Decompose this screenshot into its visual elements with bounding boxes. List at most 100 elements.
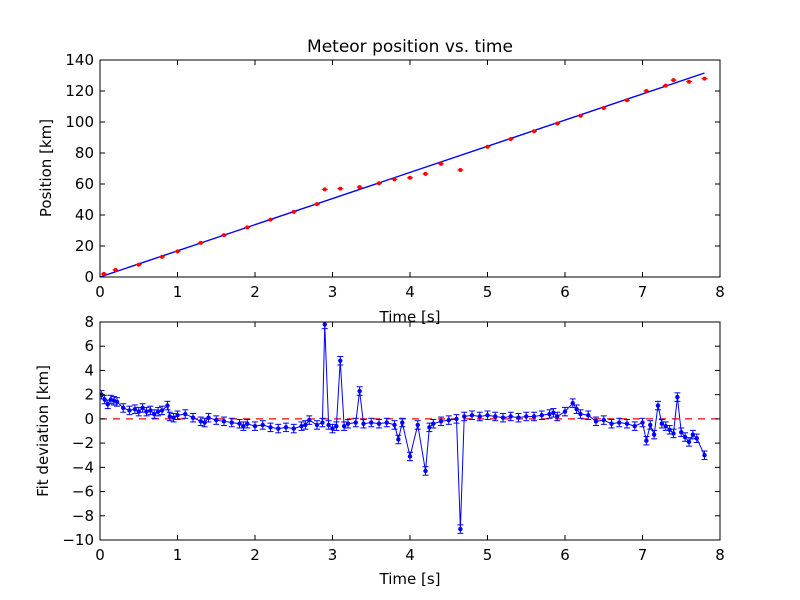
deviation-point — [174, 410, 181, 420]
deviation-marker — [105, 402, 110, 407]
deviation-marker — [679, 430, 684, 435]
deviation-point — [569, 398, 576, 408]
deviation-marker — [617, 420, 622, 425]
deviation-marker — [341, 423, 347, 429]
x-tick-label: 0 — [95, 546, 105, 564]
deviation-point — [430, 418, 437, 429]
deviation-marker — [260, 422, 265, 428]
x-tick-label: 2 — [250, 546, 260, 564]
deviation-marker — [384, 420, 389, 425]
deviation-point — [267, 422, 274, 433]
deviation-marker — [632, 423, 637, 429]
deviation-marker — [140, 405, 145, 411]
measurement-marker — [315, 202, 319, 207]
measurement-point — [531, 129, 537, 134]
deviation-marker — [586, 413, 591, 418]
measurement-marker — [663, 83, 668, 88]
deviation-marker — [144, 409, 149, 414]
deviation-point — [651, 429, 658, 440]
deviation-marker — [322, 322, 327, 327]
deviation-point — [608, 418, 615, 429]
deviation-marker — [407, 454, 413, 459]
deviation-marker — [206, 415, 211, 420]
deviation-point — [546, 409, 553, 419]
measurement-point — [624, 98, 630, 103]
x-tick-label: 1 — [173, 283, 183, 301]
deviation-marker — [167, 414, 172, 419]
deviation-marker — [334, 423, 339, 429]
deviation-point — [244, 418, 251, 429]
deviation-point — [236, 418, 243, 429]
y-tick-label: 20 — [75, 237, 94, 255]
measurement-point — [554, 121, 561, 126]
y-tick-label: 100 — [65, 113, 94, 131]
measurement-point — [321, 187, 328, 192]
measurement-marker — [671, 78, 676, 83]
deviation-marker — [198, 419, 203, 424]
deviation-point — [321, 322, 328, 330]
deviation-plot-frame — [99, 321, 721, 541]
measurement-point — [376, 181, 382, 186]
measurement-marker — [377, 181, 381, 186]
deviation-marker — [314, 422, 320, 428]
deviation-marker — [551, 410, 556, 416]
deviation-marker — [221, 419, 227, 424]
deviation-point — [577, 409, 584, 419]
measurement-marker — [357, 185, 362, 190]
deviation-point — [170, 412, 177, 423]
deviation-point — [352, 417, 359, 428]
deviation-point — [240, 421, 247, 431]
deviation-point — [345, 418, 351, 429]
deviation-point — [298, 421, 305, 431]
measurement-point — [135, 262, 142, 267]
deviation-point — [658, 418, 665, 429]
x-tick-label: 8 — [715, 546, 725, 564]
deviation-marker — [396, 437, 401, 442]
deviation-point — [151, 409, 158, 419]
measurement-marker — [338, 186, 343, 191]
deviation-point — [453, 414, 460, 424]
measurement-marker — [601, 106, 606, 111]
deviation-marker — [671, 431, 676, 436]
deviation-marker — [531, 414, 537, 419]
deviation-marker — [574, 407, 579, 412]
deviation-marker — [427, 425, 432, 430]
deviation-point — [538, 410, 545, 420]
measurement-point — [643, 89, 650, 93]
deviation-marker — [102, 397, 107, 402]
deviation-marker — [268, 425, 273, 430]
deviation-marker — [241, 423, 246, 429]
deviation-marker — [252, 423, 258, 429]
fit-line — [100, 72, 705, 277]
deviation-marker — [423, 468, 428, 474]
deviation-point — [523, 411, 530, 422]
deviation-point — [213, 415, 220, 425]
x-tick-label: 6 — [560, 546, 570, 564]
y-tick-label: −4 — [72, 458, 94, 476]
deviation-marker — [458, 526, 463, 532]
deviation-point — [376, 418, 382, 429]
y-tick-label: −8 — [72, 507, 94, 525]
measurement-marker — [702, 76, 707, 81]
deviation-marker — [438, 419, 444, 424]
deviation-marker — [609, 421, 614, 426]
deviation-marker — [562, 409, 568, 414]
deviation-point — [110, 395, 117, 406]
deviation-marker — [651, 432, 657, 437]
measurement-point — [267, 217, 274, 222]
deviation-y-axis-label: Fit deviation [km] — [34, 365, 52, 497]
measurement-point — [290, 209, 297, 214]
measurement-marker — [423, 171, 428, 176]
deviation-point — [360, 418, 367, 429]
deviation-point — [701, 450, 708, 460]
x-tick-label: 6 — [560, 283, 570, 301]
deviation-point — [515, 412, 522, 423]
deviation-marker — [114, 399, 120, 405]
x-tick-label: 3 — [328, 283, 338, 301]
deviation-point — [461, 411, 468, 422]
measurement-marker — [113, 268, 118, 273]
deviation-marker — [690, 432, 696, 437]
deviation-point — [182, 409, 189, 419]
y-tick-label: 8 — [84, 313, 94, 331]
deviation-point — [120, 403, 127, 413]
